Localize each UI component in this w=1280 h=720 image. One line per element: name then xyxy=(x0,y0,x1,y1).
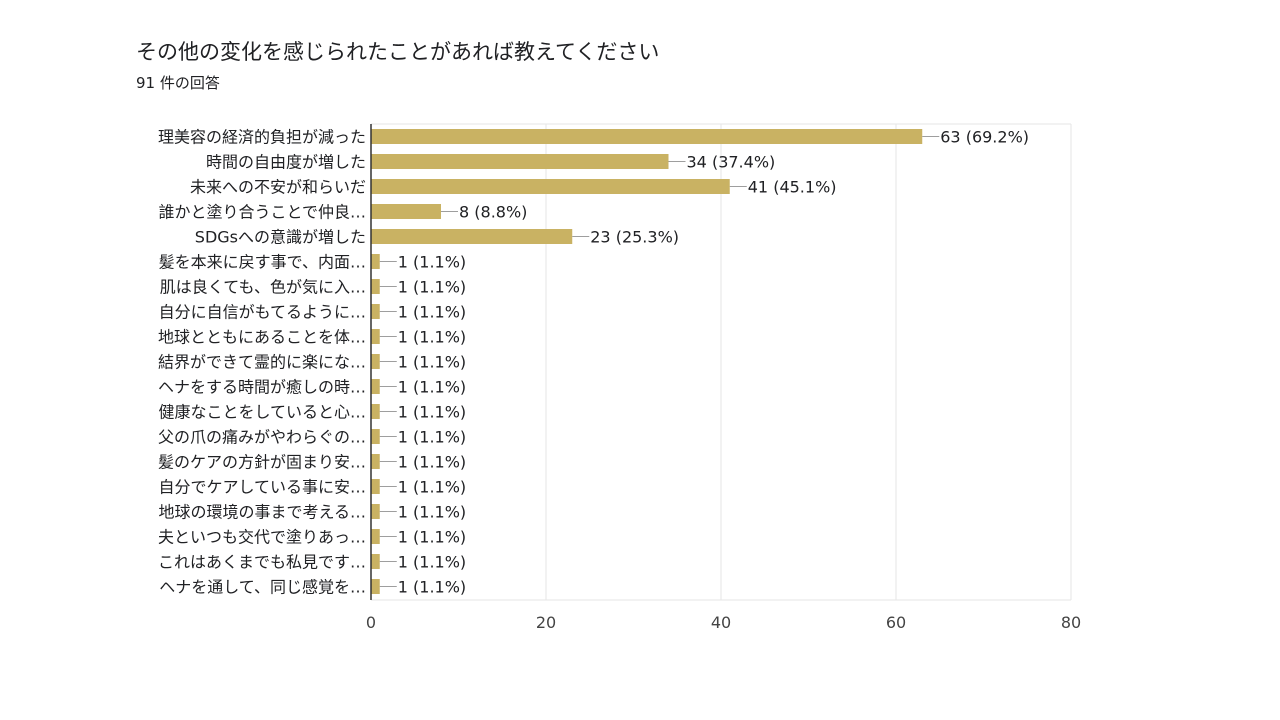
bar xyxy=(371,554,380,569)
chart-title: その他の変化を感じられたことがあれば教えてください xyxy=(136,40,660,64)
bar xyxy=(371,304,380,319)
bar xyxy=(371,279,380,294)
bar xyxy=(371,204,441,219)
data-label: 1 (1.1%) xyxy=(398,378,466,397)
category-label: 髪を本来に戻す事で、内面… xyxy=(159,253,366,272)
category-label: SDGsへの意識が増した xyxy=(195,228,366,247)
bar xyxy=(371,329,380,344)
x-tick-label: 60 xyxy=(886,613,906,632)
bar xyxy=(371,404,380,419)
x-tick-label: 0 xyxy=(366,613,376,632)
category-label: 自分に自信がもてるように… xyxy=(159,303,366,322)
data-label: 1 (1.1%) xyxy=(398,353,466,372)
bar xyxy=(371,254,380,269)
x-tick-label: 40 xyxy=(711,613,731,632)
bar xyxy=(371,229,573,244)
bar xyxy=(371,454,380,469)
bar xyxy=(371,154,669,169)
bar xyxy=(371,354,380,369)
bar xyxy=(371,529,380,544)
bars: 63 (69.2%) 34 (37.4%) 41 (45.1%) 8 (8.8%) 23… xyxy=(371,128,1029,597)
category-label: 地球とともにあることを体… xyxy=(158,328,366,347)
bar xyxy=(371,479,380,494)
data-label: 1 (1.1%) xyxy=(398,428,466,447)
bar xyxy=(371,129,923,144)
category-label: 誰かと塗り合うことで仲良… xyxy=(158,203,366,222)
data-label: 1 (1.1%) xyxy=(398,478,466,497)
data-label: 1 (1.1%) xyxy=(398,403,466,422)
bar xyxy=(371,429,380,444)
data-label: 8 (8.8%) xyxy=(459,203,527,222)
category-label: これはあくまでも私見です… xyxy=(158,553,366,572)
category-label: 未来への不安が和らいだ xyxy=(190,178,366,197)
category-label: 結界ができて霊的に楽にな… xyxy=(158,353,366,372)
data-label: 34 (37.4%) xyxy=(687,153,776,172)
data-label: 1 (1.1%) xyxy=(398,453,466,472)
category-label: 夫といつも交代で塗りあっ… xyxy=(158,528,366,547)
category-label: ヘナをする時間が癒しの時… xyxy=(158,378,366,397)
category-label: 髪のケアの方針が固まり安… xyxy=(158,453,366,472)
category-label: 時間の自由度が増した xyxy=(206,153,366,172)
bar xyxy=(371,179,730,194)
category-label: 健康なことをしていると心… xyxy=(158,403,366,422)
data-label: 1 (1.1%) xyxy=(398,278,466,297)
category-label: 地球の環境の事まで考える… xyxy=(158,503,366,522)
bar xyxy=(371,379,380,394)
category-label: ヘナを通して、同じ感覚を… xyxy=(159,578,366,597)
data-label: 1 (1.1%) xyxy=(398,528,466,547)
response-count: 91 件の回答 xyxy=(136,74,220,92)
x-tick-label: 20 xyxy=(536,613,556,632)
data-label: 1 (1.1%) xyxy=(398,303,466,322)
data-label: 63 (69.2%) xyxy=(940,128,1029,147)
x-tick-label: 80 xyxy=(1061,613,1081,632)
bar xyxy=(371,504,380,519)
category-label: 父の爪の痛みがやわらぐの… xyxy=(158,428,366,447)
category-label: 肌は良くても、色が気に入… xyxy=(160,278,366,297)
data-label: 23 (25.3%) xyxy=(590,228,679,247)
grid-lines xyxy=(371,123,1072,601)
category-labels: 理美容の経済的負担が減った時間の自由度が増した未来への不安が和らいだ誰かと塗り合… xyxy=(158,128,366,597)
data-label: 41 (45.1%) xyxy=(748,178,837,197)
data-label: 1 (1.1%) xyxy=(398,578,466,597)
category-label: 自分でケアしている事に安… xyxy=(158,478,366,497)
category-label: 理美容の経済的負担が減った xyxy=(158,128,366,147)
data-label: 1 (1.1%) xyxy=(398,253,466,272)
x-axis-ticks: 0 20 40 60 80 xyxy=(366,613,1081,632)
data-label: 1 (1.1%) xyxy=(398,503,466,522)
bar xyxy=(371,579,380,594)
data-label: 1 (1.1%) xyxy=(398,328,466,347)
data-label: 1 (1.1%) xyxy=(398,553,466,572)
